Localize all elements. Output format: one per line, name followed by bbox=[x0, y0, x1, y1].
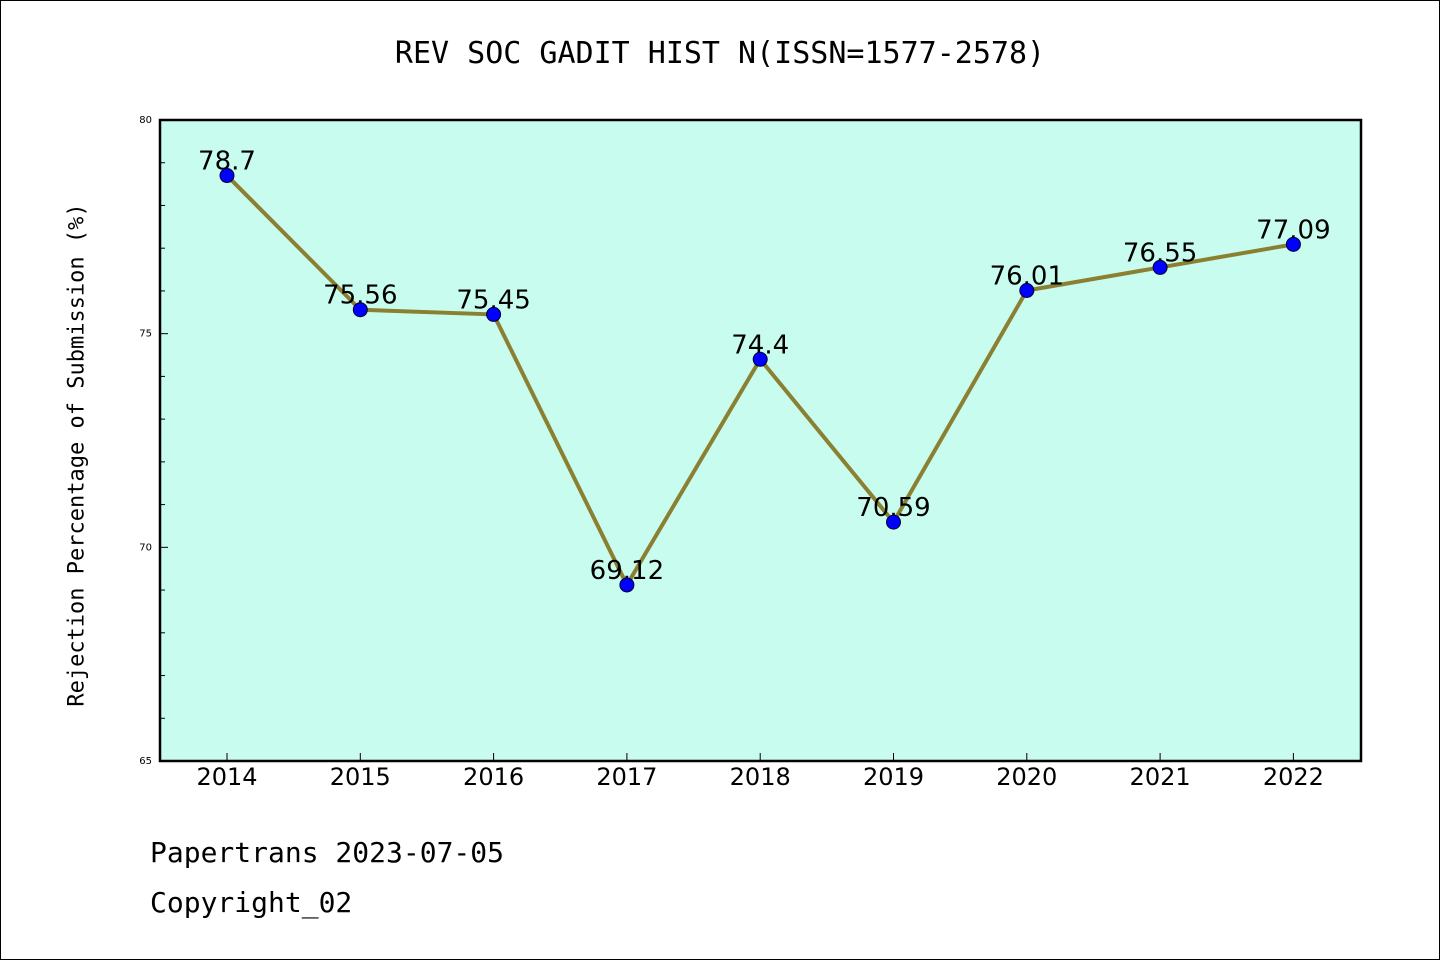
plot-area bbox=[160, 120, 1361, 761]
y-tick-label: 65 bbox=[139, 756, 152, 767]
x-tick-label: 2017 bbox=[596, 763, 657, 791]
footer-copyright: Copyright_02 bbox=[150, 886, 353, 919]
footer-date: Papertrans 2023-07-05 bbox=[150, 836, 505, 869]
x-tick-label: 2019 bbox=[863, 763, 924, 791]
data-point bbox=[752, 351, 768, 367]
x-tick-label: 2015 bbox=[330, 763, 391, 791]
x-tick-label: 2014 bbox=[196, 763, 257, 791]
y-tick-label: 75 bbox=[139, 329, 152, 340]
y-tick-label: 70 bbox=[139, 542, 152, 553]
data-point bbox=[1285, 236, 1301, 252]
data-point bbox=[619, 577, 635, 593]
data-point bbox=[886, 514, 901, 530]
x-tick-label: 2022 bbox=[1263, 763, 1324, 791]
data-point bbox=[352, 302, 368, 318]
x-tick-label: 2018 bbox=[730, 763, 791, 791]
y-tick-label: 80 bbox=[139, 115, 152, 126]
x-tick-label: 2021 bbox=[1130, 763, 1191, 791]
data-point bbox=[1019, 283, 1035, 299]
plot-border bbox=[158, 118, 1363, 763]
chart-title: REV SOC GADIT HIST N(ISSN=1577-2578) bbox=[394, 36, 1046, 71]
data-point bbox=[486, 306, 502, 322]
data-point bbox=[219, 168, 235, 184]
x-tick-label: 2016 bbox=[463, 763, 524, 791]
x-tick-label: 2020 bbox=[996, 763, 1057, 791]
data-point bbox=[1152, 259, 1168, 275]
